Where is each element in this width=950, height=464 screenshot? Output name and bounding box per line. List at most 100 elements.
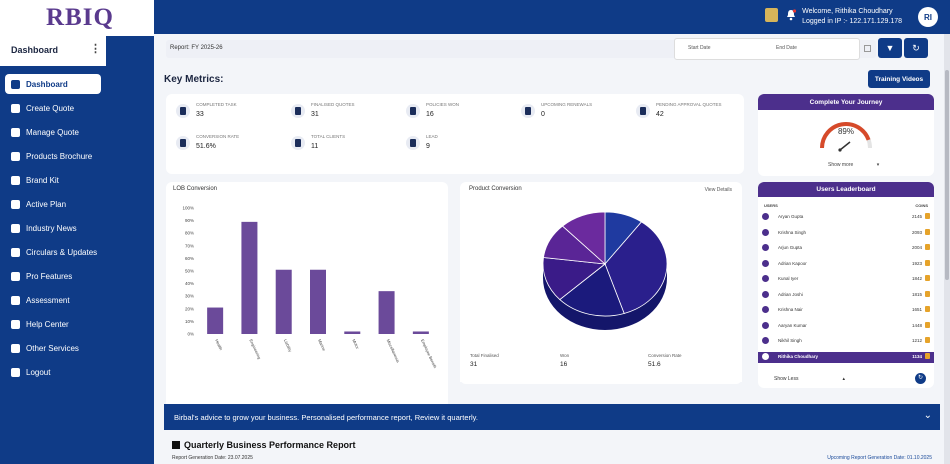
logo-area: RBIQ <box>0 0 154 36</box>
bell-icon[interactable] <box>785 9 797 21</box>
user-name: Rithika Choudhary <box>778 353 819 359</box>
pie-slice[interactable] <box>559 263 625 317</box>
training-videos-button[interactable]: Training Videos <box>868 70 930 88</box>
sidebar-item-label: Products Brochure <box>26 151 93 161</box>
report-title: Quarterly Business Performance Report <box>172 440 356 450</box>
thumbs-up-icon <box>925 213 930 219</box>
metric-icon <box>521 104 535 118</box>
metric-icon <box>636 104 650 118</box>
leaderboard-row[interactable]: Aaryan Kumar 1448 <box>758 321 934 332</box>
sidebar-item-label: Industry News <box>26 223 77 233</box>
bar[interactable] <box>275 269 292 334</box>
refresh-icon <box>11 247 20 257</box>
metric-conversion-rate[interactable]: CONVERSION RATE 51.6% <box>176 132 286 158</box>
metric-upcoming-renewals[interactable]: UPCOMING RENEWALS 0 <box>521 100 631 126</box>
y-tick-label: 70% <box>185 243 194 248</box>
pie-slice[interactable] <box>561 211 606 265</box>
leaderboard-row[interactable]: Adrian Joshi 1815 <box>758 290 934 301</box>
view-details-link[interactable]: View Details <box>704 187 732 193</box>
lob-chart: 0% 10% 20% 30% 40% 50% 60% 70% 80% 90% 100% Health E… <box>182 206 438 370</box>
total-finalised-stat: Total Finalised 31 <box>470 353 499 368</box>
sidebar-item-label: Circulars & Updates <box>26 247 98 257</box>
sidebar-item-dashboard[interactable]: Dashboard <box>5 74 101 94</box>
scrollbar-thumb[interactable] <box>945 70 949 280</box>
bar[interactable] <box>310 269 326 334</box>
leaderboard-row[interactable]: Krishna Singh 2093 <box>758 228 934 239</box>
leaderboard-row[interactable]: Rithika Choudhary 1134 <box>758 351 934 363</box>
conversion-rate-stat: Conversion Rate 51.6 <box>648 353 682 368</box>
shopping-bag-icon[interactable] <box>765 8 778 22</box>
sidebar-item-manage-quote[interactable]: Manage Quote <box>5 122 101 142</box>
y-tick-label: 60% <box>185 256 194 261</box>
end-date-input[interactable]: End Date <box>776 45 797 51</box>
scrollbar[interactable] <box>944 34 950 464</box>
bar[interactable] <box>207 307 224 334</box>
metric-completed-task[interactable]: COMPLETED TASK 33 <box>176 100 286 126</box>
sidebar-strip <box>106 36 154 464</box>
sidebar-item-products-brochure[interactable]: Products Brochure <box>5 146 101 166</box>
sidebar-item-logout[interactable]: Logout <box>5 362 101 382</box>
refresh-icon[interactable]: ↻ <box>915 373 926 384</box>
bar[interactable] <box>344 331 361 334</box>
metric-icon <box>291 104 305 118</box>
calendar-icon[interactable] <box>864 45 871 52</box>
y-tick-label: 20% <box>185 306 194 311</box>
col-coins: COINS <box>915 203 928 208</box>
sidebar-item-circulars-updates[interactable]: Circulars & Updates <box>5 242 101 262</box>
kebab-menu-icon[interactable]: ⋮ <box>90 43 101 55</box>
metric-value: 31 <box>311 111 319 118</box>
logo: RBIQ <box>46 4 114 31</box>
avatar[interactable]: RI <box>918 7 938 27</box>
globe-icon <box>11 319 20 329</box>
bar[interactable] <box>412 331 429 334</box>
metric-total-clients[interactable]: TOTAL CLIENTS 11 <box>291 132 401 158</box>
leaderboard-row[interactable]: Arjun Gupta 2004 <box>758 243 934 254</box>
won-stat: Won 16 <box>560 353 570 368</box>
y-tick-label: 0% <box>187 332 194 337</box>
pie-slice[interactable] <box>604 221 668 314</box>
metric-policies-won[interactable]: POLICIES WON 16 <box>406 100 516 126</box>
show-less-link[interactable]: Show Less ▴ <box>774 376 845 382</box>
refresh-button[interactable]: ↻ <box>904 38 928 58</box>
edit-document-icon <box>11 127 20 137</box>
y-tick-label: 80% <box>185 231 194 236</box>
leaderboard-row[interactable]: Nikhil Singh 1212 <box>758 336 934 347</box>
sidebar-item-brand-kit[interactable]: Brand Kit <box>5 170 101 190</box>
sidebar-item-industry-news[interactable]: Industry News <box>5 218 101 238</box>
sidebar-item-label: Other Services <box>26 343 79 353</box>
sidebar-item-active-plan[interactable]: Active Plan <box>5 194 101 214</box>
metric-value: 0 <box>541 111 545 118</box>
advice-banner[interactable]: Birbal's advice to grow your business. P… <box>164 404 940 430</box>
show-more-link[interactable]: Show more ▾ <box>828 162 880 168</box>
date-range-box[interactable] <box>674 38 860 60</box>
report-generation-date: Report Generation Date: 23.07.2025 <box>172 455 253 461</box>
filter-button[interactable]: ▼ <box>878 38 902 58</box>
bar[interactable] <box>378 291 395 334</box>
sidebar-item-other-services[interactable]: Other Services <box>5 338 101 358</box>
metric-label: LEAD <box>426 134 438 139</box>
metric-value: 9 <box>426 143 430 150</box>
x-tick-label: Motor <box>351 338 360 350</box>
leaderboard-row[interactable]: Kunal Iyer 1842 <box>758 274 934 285</box>
metric-pending-approval-quotes[interactable]: PENDING APPROVAL QUOTES 42 <box>636 100 746 126</box>
sidebar-item-create-quote[interactable]: Create Quote <box>5 98 101 118</box>
coin-count: 2145 <box>911 214 922 219</box>
chevron-down-icon[interactable]: ⌄ <box>923 410 932 421</box>
sidebar-item-assessment[interactable]: Assessment <box>5 290 101 310</box>
pie-chart <box>542 211 668 330</box>
journey-percent: 89% <box>838 127 854 136</box>
start-date-input[interactable]: Start Date <box>688 45 711 51</box>
leaderboard-row[interactable]: Aryan Gupta 2145 <box>758 212 934 223</box>
thumbs-up-icon <box>925 275 930 281</box>
metric-finalised-quotes[interactable]: FINALISED QUOTES 31 <box>291 100 401 126</box>
metric-lead[interactable]: LEAD 9 <box>406 132 516 158</box>
leaderboard-title: Users Leaderboard <box>758 182 934 197</box>
bar[interactable] <box>241 221 258 334</box>
leaderboard-row[interactable]: Krishna Nair 1651 <box>758 305 934 316</box>
sidebar-item-pro-features[interactable]: Pro Features <box>5 266 101 286</box>
sidebar-header: Dashboard ⋮ <box>0 36 106 66</box>
leaderboard-row[interactable]: Adrian Kapoor 1923 <box>758 259 934 270</box>
sidebar-item-help-center[interactable]: Help Center <box>5 314 101 334</box>
star-icon <box>11 271 20 281</box>
pie-slice[interactable] <box>542 257 607 301</box>
